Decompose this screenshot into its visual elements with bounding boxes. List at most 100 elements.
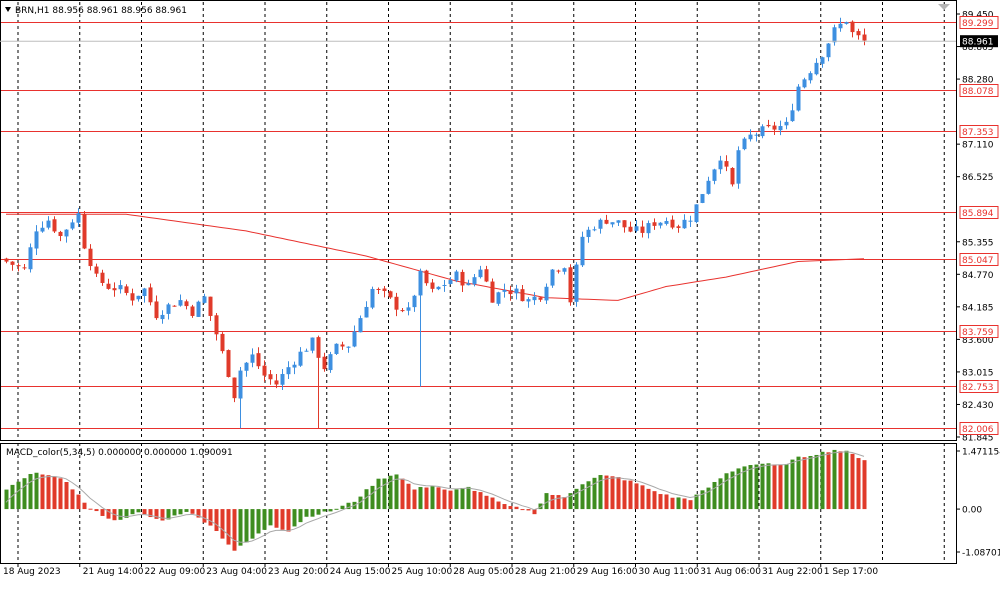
candle-body (419, 271, 423, 296)
macd-bar (185, 509, 189, 512)
macd-bar (803, 457, 807, 509)
macd-bar (587, 481, 591, 509)
candle-body (461, 272, 465, 286)
candle-body (383, 289, 387, 291)
macd-bar (215, 509, 219, 531)
macd-bar (227, 509, 231, 544)
candle-body (515, 289, 519, 294)
candle-body (341, 344, 345, 346)
main-frame (1, 1, 957, 441)
candle-body (743, 139, 747, 149)
candle-body (761, 126, 765, 136)
price-axis[interactable]: 89.45088.86588.28087.11086.52585.35584.7… (0, 11, 998, 444)
candle-body (227, 350, 231, 377)
macd-bar (311, 509, 315, 517)
candle-body (197, 302, 201, 317)
macd-bar (437, 487, 441, 509)
candle-body (707, 181, 711, 194)
candle-body (821, 57, 825, 64)
macd-bar (863, 460, 867, 509)
candle-body (797, 87, 801, 111)
macd-bar (683, 498, 687, 509)
candle-body (215, 315, 219, 334)
macd-bar (401, 479, 405, 509)
candle-body (491, 282, 495, 303)
candle-body (629, 227, 633, 232)
macd-bar (95, 509, 99, 511)
macd-bar (449, 491, 453, 509)
moving-average (6, 214, 864, 300)
candle-body (479, 270, 483, 277)
candle-body (533, 297, 537, 300)
candle-body (185, 301, 189, 306)
level-label: 85.047 (962, 256, 994, 266)
macd-bar (101, 509, 105, 516)
chart-shift-marker-icon[interactable] (938, 4, 950, 10)
symbol-info: BRN,H1 88.956 88.961 88.956 88.961 (15, 6, 187, 16)
macd-bar (581, 484, 585, 509)
time-tick-label: 24 Aug 15:00 (330, 567, 391, 577)
candle-body (35, 231, 39, 248)
candle-body (293, 365, 297, 368)
candle-body (695, 204, 699, 222)
macd-tick-label: 1.471154 (962, 448, 1000, 458)
macd-bar (329, 509, 333, 511)
macd-bar (203, 509, 207, 523)
macd-bar (773, 464, 777, 509)
candle-body (569, 267, 573, 302)
candle-body (407, 307, 411, 310)
candle-body (677, 226, 681, 228)
candle-body (167, 304, 171, 314)
macd-bar (611, 476, 615, 509)
candle-body (281, 374, 285, 385)
candle-body (587, 230, 591, 237)
candle-body (659, 223, 663, 226)
time-tick-label: 28 Aug 05:00 (453, 567, 514, 577)
candle-body (671, 220, 675, 228)
macd-bar (839, 451, 843, 509)
macd-bar (77, 495, 81, 509)
candle-body (263, 366, 267, 376)
candle-body (563, 268, 567, 272)
candle-body (431, 283, 435, 289)
candle-body (113, 288, 117, 290)
macd-bar (485, 496, 489, 509)
candle-body (29, 247, 33, 269)
candle-body (863, 35, 867, 41)
macd-bar (725, 473, 729, 509)
candle-body (791, 110, 795, 121)
macd-bar (221, 509, 225, 539)
symbol-dropdown-triangle-icon[interactable] (5, 7, 11, 12)
candle-body (23, 267, 27, 268)
candle-body (125, 286, 129, 293)
macd-bar (641, 485, 645, 509)
candle-body (137, 296, 141, 299)
candle-body (65, 230, 69, 237)
candle-body (335, 344, 339, 354)
candle-body (689, 221, 693, 222)
macd-bar (23, 478, 27, 509)
candle-body (269, 374, 273, 379)
macd-bar (647, 489, 651, 509)
horizontal-levels[interactable] (0, 23, 956, 429)
candle-body (617, 220, 621, 222)
candle-body (731, 168, 735, 184)
macd-bar (275, 509, 279, 528)
macd-bar (521, 509, 525, 510)
candle-body (209, 297, 213, 316)
time-tick-label: 31 Aug 22:00 (762, 567, 823, 577)
macd-bar (119, 509, 123, 520)
candle-body (83, 214, 87, 248)
candles (5, 18, 867, 429)
level-label: 88.078 (962, 87, 994, 97)
macd-bar (65, 482, 69, 509)
macd-bar (491, 498, 495, 510)
candle-body (557, 271, 561, 272)
candle-body (467, 283, 471, 285)
macd-bar (53, 476, 57, 509)
candle-body (827, 44, 831, 58)
candle-body (53, 219, 57, 231)
